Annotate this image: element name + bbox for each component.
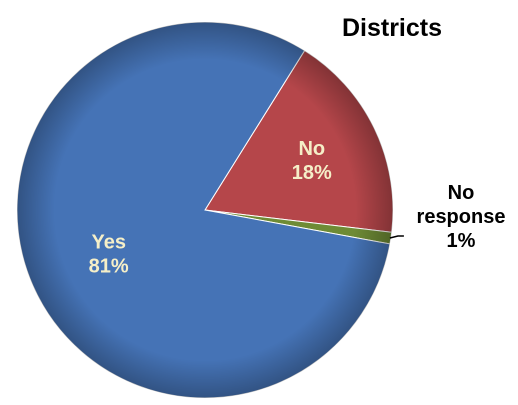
chart-title: Districts: [342, 14, 442, 42]
slice-label-no-response: No response 1%: [417, 182, 506, 252]
slice-label-yes: Yes 81%: [89, 232, 129, 278]
leader-line-no-response: [389, 235, 404, 239]
slice-label-no: No 18%: [292, 138, 332, 184]
